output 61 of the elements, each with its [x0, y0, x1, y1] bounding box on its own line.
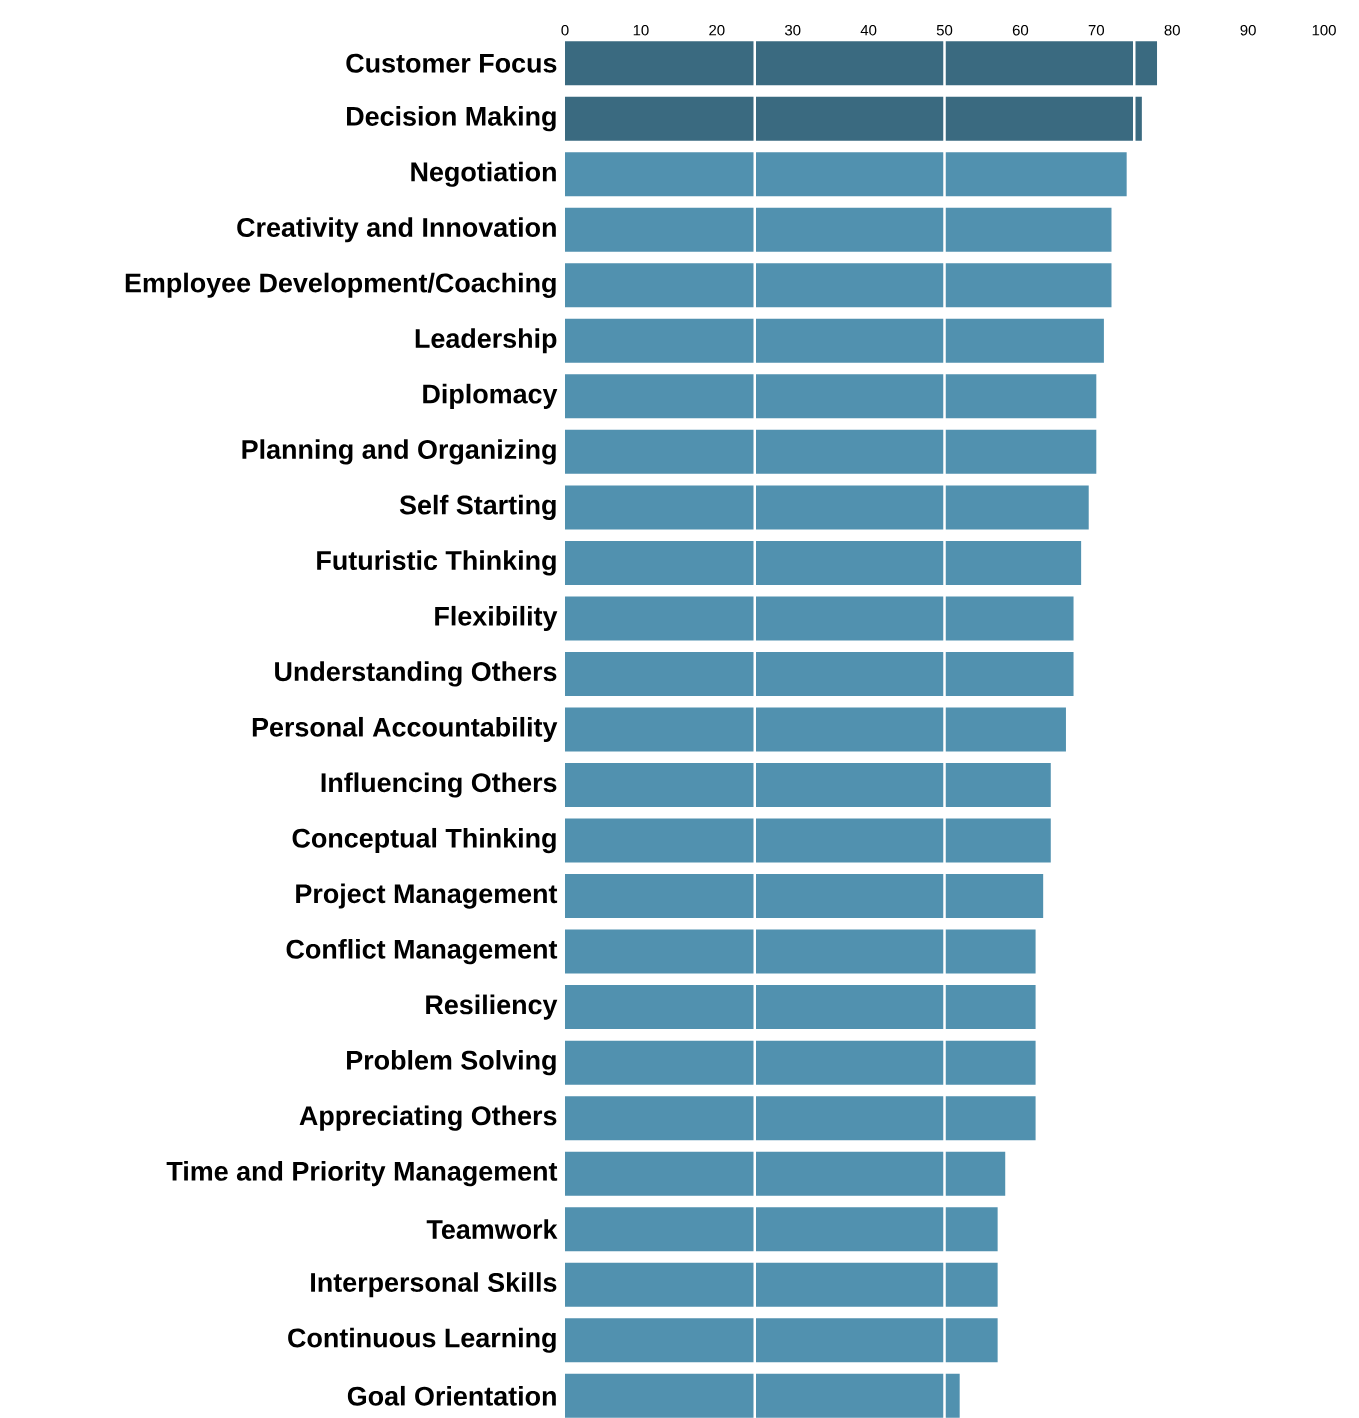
bar — [565, 429, 1097, 474]
y-tick-label: Appreciating Others — [299, 1105, 557, 1131]
y-tick-label: Conceptual Thinking — [292, 827, 556, 854]
x-tick-label: 70 — [1088, 24, 1105, 36]
y-tick-label: Personal Accountability — [252, 716, 558, 743]
x-tick-label: 60 — [1012, 24, 1029, 36]
bar — [565, 707, 1066, 752]
y-tick-label: Customer Focus — [346, 53, 557, 73]
y-tick-label: Project Management — [296, 883, 558, 909]
x-tick-label: 90 — [1240, 24, 1256, 36]
y-tick-label: Decision Making — [347, 106, 556, 132]
x-tick-label: 40 — [860, 24, 877, 36]
bar — [565, 929, 1036, 974]
x-tick-label: 20 — [709, 24, 725, 36]
x-tick-label: 100 — [1312, 24, 1336, 36]
y-tick-label: Leadership — [415, 328, 557, 354]
bar — [565, 374, 1097, 419]
y-tick-label: Diplomacy — [423, 383, 558, 409]
bar — [565, 818, 1051, 863]
y-tick-label: Goal Orientation — [347, 1385, 556, 1406]
x-tick-label: 50 — [936, 24, 953, 36]
bar — [565, 263, 1112, 308]
bar — [565, 485, 1089, 530]
bar — [565, 1373, 960, 1418]
bar — [565, 41, 1158, 86]
y-tick-label: Influencing Others — [321, 772, 557, 798]
bar — [565, 1262, 998, 1307]
y-tick-label: Teamwork — [426, 1219, 558, 1240]
bar — [565, 318, 1104, 363]
y-tick-label: Creativity and Innovation — [237, 217, 556, 243]
x-tick-label: 30 — [784, 24, 801, 36]
bar — [565, 985, 1036, 1030]
bar — [565, 540, 1082, 585]
bar — [565, 651, 1074, 696]
y-tick-label: Resiliency — [426, 994, 558, 1020]
bar — [565, 1318, 998, 1363]
y-tick-label: Problem Solving — [347, 1050, 556, 1076]
y-tick-label: Conflict Management — [286, 938, 558, 965]
bar — [565, 874, 1044, 919]
y-tick-label: Time and Priority Management — [166, 1161, 558, 1187]
bar — [565, 1207, 998, 1252]
bar — [565, 96, 1142, 141]
y-tick-label: Flexibility — [435, 605, 558, 631]
bar — [565, 207, 1112, 252]
y-tick-label: Planning and Organizing — [242, 439, 556, 465]
bar — [565, 1040, 1036, 1085]
bar — [565, 1151, 1006, 1196]
y-tick-label: Negotiation — [411, 161, 556, 187]
bar — [565, 596, 1074, 641]
y-tick-label: Employee Development/Coaching — [125, 272, 556, 298]
x-tick-label: 80 — [1164, 24, 1180, 36]
x-tick-label: 0 — [561, 24, 569, 36]
y-tick-label: Futuristic Thinking — [317, 550, 556, 576]
x-tick-label: 10 — [633, 24, 649, 36]
y-tick-label: Interpersonal Skills — [311, 1272, 557, 1298]
bar — [565, 152, 1127, 197]
bar — [565, 763, 1051, 808]
y-tick-label: Understanding Others — [275, 661, 557, 687]
y-tick-label: Self Starting — [399, 494, 556, 520]
y-tick-label: Continuous Learning — [288, 1327, 556, 1353]
bar — [565, 1096, 1036, 1141]
